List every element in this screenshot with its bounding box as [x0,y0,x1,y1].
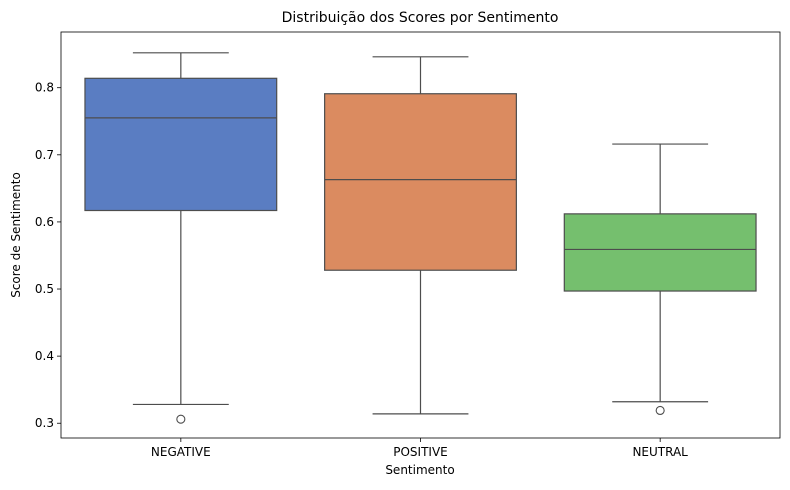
box-positive [324,93,517,271]
box-negative [84,77,278,212]
chart-title: Distribuição dos Scores por Sentimento [282,10,559,26]
box-neutral [563,213,757,292]
y-tick-label: 0.5 [35,282,54,296]
plot-area [57,52,757,442]
y-tick-label: 0.3 [35,416,54,430]
outlier-point [176,414,186,424]
x-tick-label: NEGATIVE [151,445,211,459]
y-tick-label: 0.4 [35,349,54,363]
x-axis-label: Sentimento [385,463,454,477]
x-tick-label: NEUTRAL [632,445,688,459]
plot-frame [60,31,781,439]
y-axis-label: Score de Sentimento [9,172,23,298]
y-tick-label: 0.7 [35,148,54,162]
y-tick-label: 0.8 [35,81,54,95]
outlier-point [655,405,665,416]
x-tick-label: POSITIVE [393,445,448,459]
y-tick-label: 0.6 [35,215,54,229]
